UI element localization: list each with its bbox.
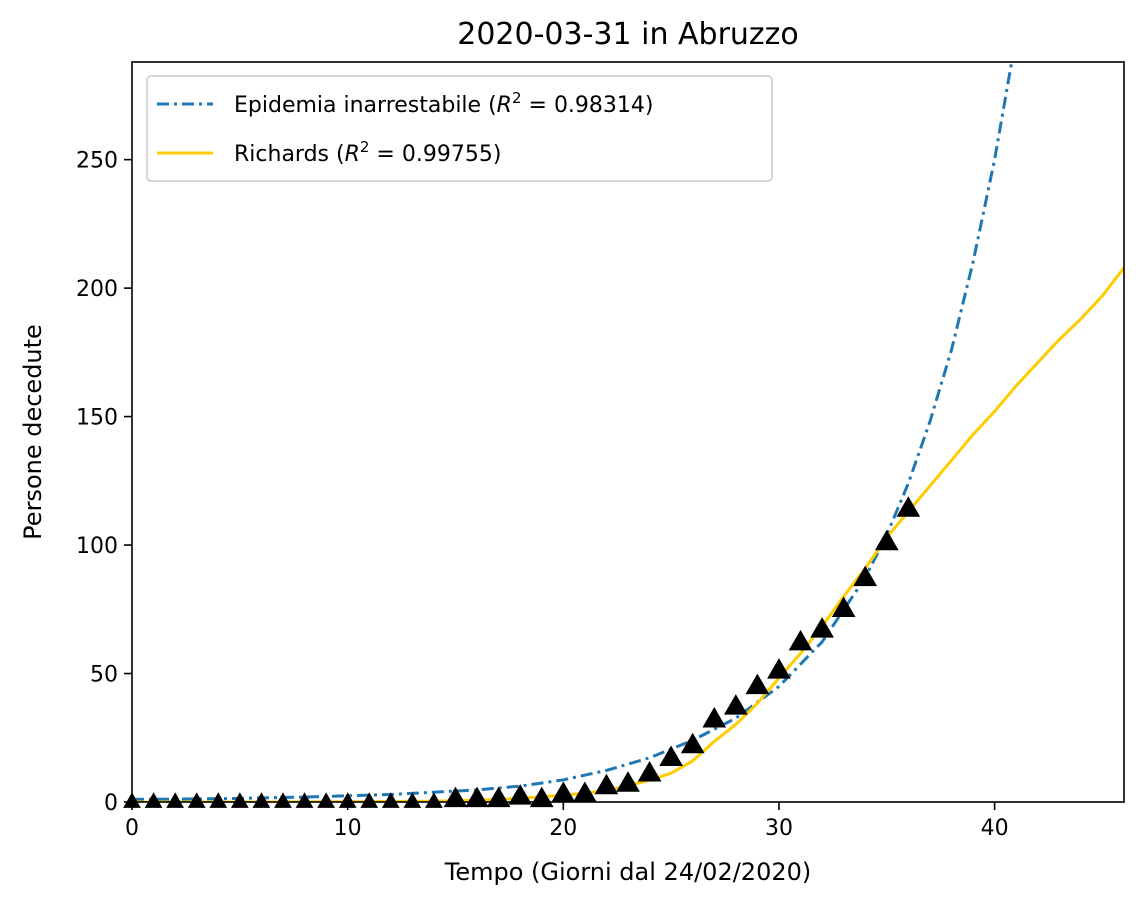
plot-background	[132, 62, 1124, 802]
data-point-marker	[659, 745, 683, 767]
data-point-marker	[381, 792, 400, 808]
data-point-marker	[745, 673, 770, 695]
y-axis-ticks: 0 50 100 150 200 250	[76, 149, 132, 816]
x-axis-ticks: 0 10 20 30 40	[125, 802, 1009, 841]
data-point-marker	[274, 792, 292, 808]
y-tick-label: 0	[104, 791, 118, 816]
data-point-marker	[831, 596, 856, 618]
data-point-marker	[295, 792, 314, 808]
data-point-marker	[853, 565, 878, 587]
y-tick-label: 100	[76, 534, 118, 559]
data-point-marker	[874, 529, 899, 551]
marker-layer	[123, 496, 921, 808]
data-point-marker	[317, 792, 335, 808]
legend-label-richards: Richards (R2 = 0.99755)	[234, 138, 501, 167]
data-point-marker	[680, 732, 705, 754]
data-point-marker	[767, 658, 791, 679]
data-point-marker	[144, 792, 163, 808]
y-tick-label: 150	[76, 406, 118, 431]
data-point-marker	[723, 694, 748, 715]
legend-box	[146, 75, 773, 182]
data-point-marker	[425, 792, 443, 808]
data-point-marker	[403, 792, 422, 808]
data-point-marker	[702, 706, 727, 728]
data-point-marker	[896, 496, 921, 517]
plot-frame	[131, 61, 1125, 803]
x-tick-label: 40	[981, 816, 1009, 841]
data-point-marker	[166, 792, 184, 808]
data-point-marker	[360, 792, 379, 808]
legend-label-epidemia: Epidemia inarrestabile (R2 = 0.98314)	[234, 89, 654, 118]
y-axis-label: Persone decedute	[19, 324, 47, 540]
y-tick-label: 200	[76, 277, 118, 302]
data-point-marker	[788, 629, 813, 651]
data-point-marker	[616, 771, 640, 792]
x-tick-label: 20	[549, 816, 577, 841]
x-tick-label: 30	[765, 816, 793, 841]
data-point-marker	[637, 760, 662, 782]
data-point-marker	[252, 792, 271, 808]
x-tick-label: 0	[125, 816, 139, 841]
data-point-marker	[508, 784, 533, 805]
data-point-marker	[230, 792, 249, 808]
y-tick-label: 250	[76, 149, 118, 174]
data-point-marker	[594, 773, 619, 795]
y-tick-label: 50	[90, 663, 118, 688]
legend: Epidemia inarrestabile (R2 = 0.98314) Ri…	[146, 75, 773, 182]
data-point-marker	[810, 617, 834, 638]
chart-title: 2020-03-31 in Abruzzo	[457, 17, 799, 52]
data-point-marker	[187, 792, 206, 808]
x-tick-label: 10	[334, 816, 362, 841]
data-point-marker	[209, 792, 228, 808]
x-axis-label: Tempo (Giorni dal 24/02/2020)	[444, 858, 811, 886]
